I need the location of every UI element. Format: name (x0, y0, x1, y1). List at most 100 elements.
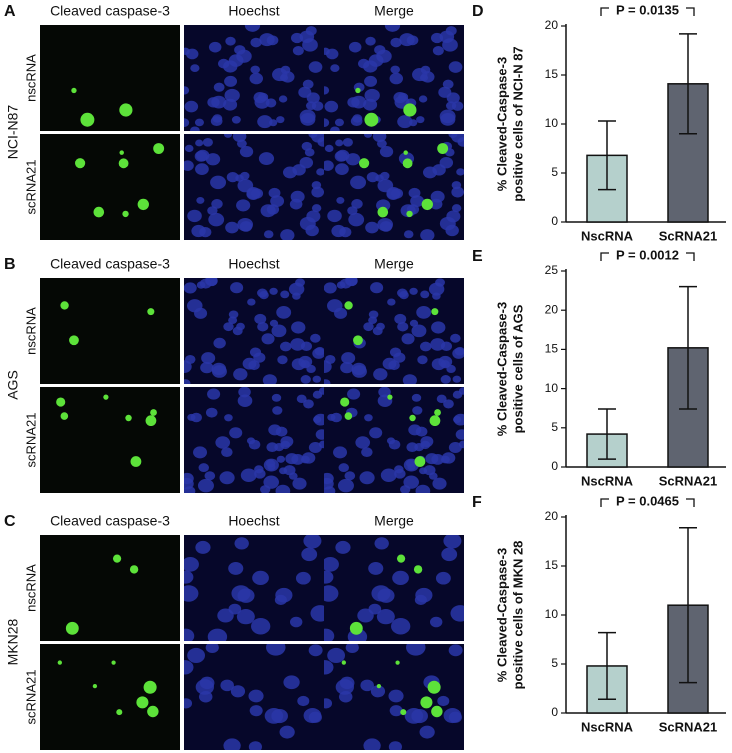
nucleus (279, 725, 295, 739)
nucleus (324, 477, 334, 490)
micrograph-bg (40, 25, 180, 131)
nucleus (272, 406, 283, 415)
nucleus (302, 38, 318, 52)
nucleus (234, 45, 246, 55)
micrograph-content (184, 278, 324, 384)
nucleus (379, 221, 393, 232)
nucleus (207, 388, 221, 400)
apoptotic-cell (111, 660, 116, 665)
nucleus (448, 134, 458, 138)
apoptotic-cell (153, 143, 165, 154)
nucleus (392, 570, 409, 585)
nucleus (190, 126, 200, 131)
nucleus (264, 708, 284, 724)
nucleus (411, 324, 427, 338)
nucleus (196, 196, 205, 204)
nucleus (314, 346, 324, 356)
nucleus (365, 221, 379, 234)
nucleus (348, 41, 362, 53)
nucleus (365, 36, 376, 46)
nucleus (193, 446, 208, 459)
p-value: P = 0.0465 (616, 493, 679, 508)
nucleus (419, 341, 432, 352)
apoptotic-cell (353, 335, 363, 346)
nucleus (210, 175, 227, 190)
nucleus (311, 186, 324, 198)
micrograph-content (324, 644, 463, 750)
nucleus (324, 660, 334, 675)
cell-line-label: MKN28 (5, 618, 21, 665)
nucleus (352, 114, 363, 123)
nucleus (292, 477, 307, 490)
column-label: Cleaved caspase-3 (50, 513, 170, 529)
micrograph-content (184, 644, 323, 750)
nucleus (334, 307, 348, 319)
nucleus (270, 195, 285, 207)
nucleus (276, 116, 285, 124)
micrograph (184, 278, 324, 384)
nucleus (457, 137, 464, 147)
nucleus (300, 375, 311, 384)
nucleus (205, 407, 218, 418)
nucleus (348, 212, 365, 227)
apoptotic-cell (400, 709, 407, 716)
nucleus (453, 413, 464, 426)
nucleus (442, 38, 458, 52)
micrograph-content (184, 387, 324, 493)
nucleus (386, 437, 396, 445)
nucleus (397, 115, 413, 129)
nucleus (324, 354, 336, 364)
micrograph-content (60, 301, 155, 346)
apoptotic-cell (431, 705, 443, 718)
nucleus (429, 616, 443, 628)
apoptotic-cell (377, 206, 389, 218)
nucleus (301, 547, 318, 562)
nucleus (262, 374, 277, 384)
nucleus (205, 153, 221, 166)
column-label: Hoechst (228, 3, 279, 19)
nucleus (277, 355, 288, 365)
row-label: scRNA21 (23, 160, 38, 215)
nucleus (333, 446, 348, 459)
nucleus (226, 172, 239, 183)
cell-line-label: AGS (5, 370, 21, 400)
nucleus (374, 45, 386, 55)
nucleus (308, 644, 323, 657)
apoptotic-cell (147, 308, 155, 316)
apoptotic-cell (143, 680, 157, 694)
nucleus (331, 224, 346, 238)
micrograph (324, 387, 464, 493)
nucleus (269, 287, 278, 295)
nucleus (397, 322, 409, 332)
micrograph (40, 25, 180, 131)
apoptotic-cell (402, 158, 413, 169)
panel-letter: F (472, 494, 482, 511)
nucleus (259, 291, 269, 300)
nucleus (430, 190, 445, 203)
apoptotic-cell (344, 301, 353, 310)
nucleus (249, 705, 263, 717)
panel-letter: E (472, 248, 483, 265)
nucleus (452, 375, 462, 383)
nucleus (324, 570, 334, 584)
nucleus (311, 101, 324, 111)
nucleus (266, 204, 280, 215)
column-label: Merge (374, 3, 414, 19)
apoptotic-cell (413, 565, 423, 574)
x-tick-label: ScRNA21 (659, 228, 718, 243)
nucleus (223, 60, 238, 73)
nucleus (274, 594, 287, 605)
apoptotic-cell (119, 103, 133, 117)
nucleus (442, 79, 454, 89)
y-tick-label: 5 (551, 165, 558, 179)
nucleus (390, 37, 402, 48)
nucleus (231, 115, 241, 124)
nucleus (350, 175, 367, 190)
nucleus (257, 115, 273, 129)
y-tick-label: 0 (551, 459, 558, 473)
nucleus (377, 178, 394, 193)
nucleus (310, 333, 321, 343)
nucleus (280, 229, 295, 240)
nucleus (239, 221, 253, 232)
nucleus (324, 47, 330, 55)
